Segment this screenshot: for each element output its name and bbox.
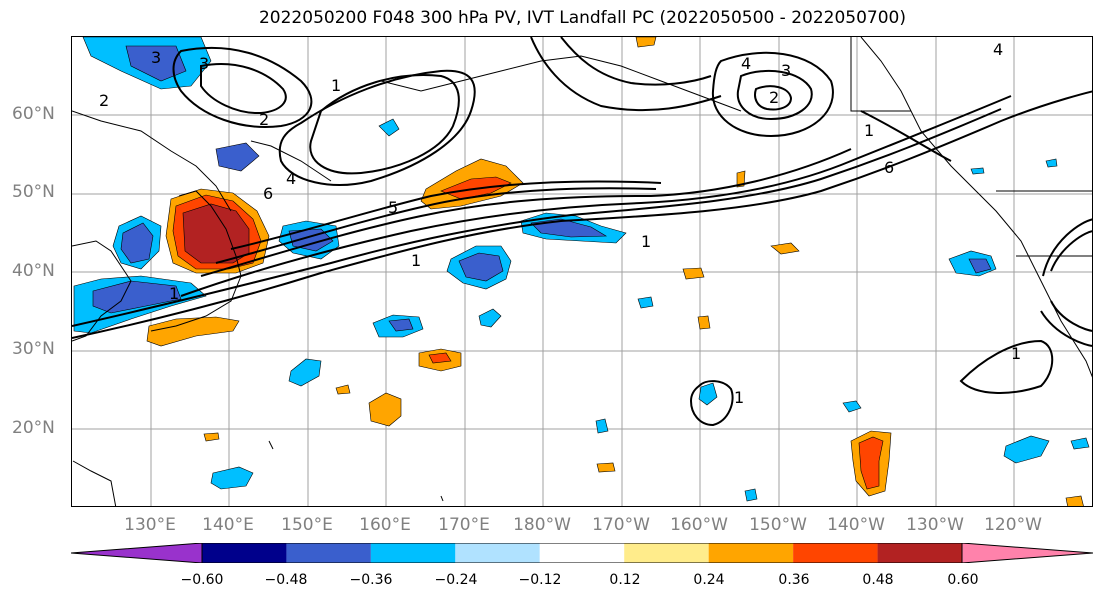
contour-label: 2 [99,91,109,110]
contour-labels: 3 2 1 4 5 6 1 2 3 4 1 6 1 1 2 1 3 4 1 [99,40,1021,407]
lon-label-170w: 170°W [592,515,650,535]
lat-label-50n: 50°N [12,182,55,202]
colorbar-segment [370,543,456,563]
lon-label-130e: 130°E [124,515,176,535]
colorbar-segment [71,543,203,563]
colorbar-tick: −0.60 [180,572,224,588]
colorbar-segment [286,543,371,563]
colorbar-tick: 0.36 [778,572,810,588]
colorbar-segment [961,543,1093,563]
contour-label: 6 [884,158,894,177]
colorbar-segment [539,543,625,563]
lon-label-130w: 130°W [906,515,964,535]
lat-label-30n: 30°N [12,339,55,359]
colorbar-tick: 0.12 [609,572,641,588]
contour-label: 4 [286,169,296,188]
colorbar [71,543,1093,563]
map-title: 2022050200 F048 300 hPa PV, IVT Landfall… [258,8,906,28]
contour-label: 2 [259,110,269,129]
colorbar-tick: 0.48 [862,572,894,588]
colorbar-tick: −0.36 [349,572,393,588]
contour-label: 4 [993,40,1003,59]
lon-label-150e: 150°E [281,515,333,535]
contour-label: 3 [781,61,791,80]
map-panel: 3 2 1 4 5 6 1 2 3 4 1 6 1 1 2 1 3 4 1 [71,36,1093,507]
contour-label: 1 [169,284,179,303]
contour-label: 1 [411,251,421,270]
lon-label-150w: 150°W [749,515,807,535]
map-canvas: 3 2 1 4 5 6 1 2 3 4 1 6 1 1 2 1 3 4 1 [72,37,1092,506]
contour-label: 3 [199,54,209,73]
contour-label: 1 [734,388,744,407]
lon-label-170e: 170°E [438,515,490,535]
contour-label: 1 [331,76,341,95]
lon-label-140e: 140°E [202,515,254,535]
lat-label-20n: 20°N [12,418,55,438]
contour-label: 6 [263,184,273,203]
colorbar-segment [877,543,962,563]
colorbar-segment [624,543,709,563]
colorbar-segment [202,543,287,563]
colorbar-segment [708,543,794,563]
lon-label-120w: 120°W [984,515,1042,535]
colorbar-tick: 0.24 [693,572,725,588]
lat-label-40n: 40°N [12,261,55,281]
colorbar-tick: −0.24 [434,572,478,588]
colorbar-tick: 0.60 [947,572,979,588]
contour-label: 4 [741,54,751,73]
lon-label-180w: 180°W [513,515,571,535]
contour-label: 3 [151,48,161,67]
lon-label-160w: 160°W [670,515,728,535]
colorbar-tick: −0.12 [518,572,562,588]
pv-contours [72,37,1092,427]
lon-label-140w: 140°W [827,515,885,535]
colorbar-tick: −0.48 [264,572,308,588]
contour-label: 2 [769,88,779,107]
coastlines [72,37,1092,506]
lat-label-60n: 60°N [12,104,55,124]
contour-label: 1 [864,121,874,140]
colorbar-segment [455,543,540,563]
lon-label-160e: 160°E [359,515,411,535]
negative-anomaly-areas [73,37,1090,502]
contour-label: 1 [641,232,651,251]
contour-label: 1 [1011,344,1021,363]
contour-label: 5 [388,198,398,217]
colorbar-segment [793,543,878,563]
